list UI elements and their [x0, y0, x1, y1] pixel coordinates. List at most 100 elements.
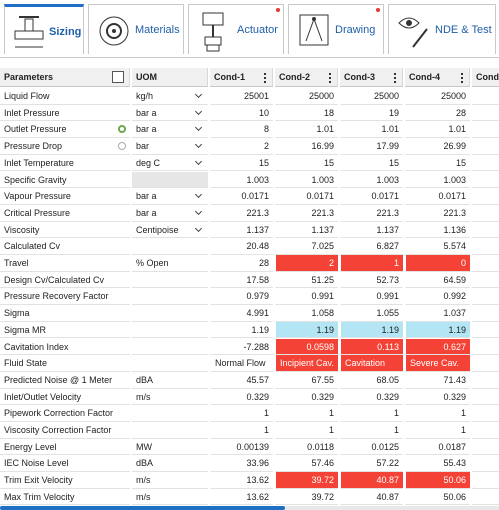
radio[interactable] — [118, 125, 126, 134]
icon — [99, 16, 129, 46]
menu-dot — [461, 73, 463, 75]
value-cell: 26.99 — [405, 138, 470, 155]
icon — [14, 16, 44, 48]
cut-cell — [472, 422, 499, 439]
tab-actuator[interactable]: Actuator — [188, 4, 284, 54]
row-label: Energy Level — [0, 439, 130, 456]
value-cell: 33.96 — [210, 455, 273, 473]
value-cell: 8 — [210, 121, 273, 139]
radio[interactable] — [118, 142, 126, 151]
uom-cell[interactable]: bar — [132, 138, 208, 155]
uom-cell[interactable]: bar a — [132, 104, 208, 122]
row-label: Calculated Cv — [0, 238, 130, 255]
cut-cell — [472, 305, 499, 322]
value-cell: 25000 — [405, 88, 470, 105]
row-label: Vapour Pressure — [0, 188, 130, 205]
tab-sizing[interactable]: Sizing — [4, 4, 84, 54]
cut-cell — [472, 172, 499, 189]
value-cell: 71.43 — [405, 371, 470, 389]
cut-cell — [472, 205, 499, 222]
value-cell: 221.3 — [210, 204, 273, 222]
uom-cell[interactable]: bar a — [132, 188, 208, 205]
value-cell: 1.003 — [340, 171, 403, 189]
uom-cell[interactable]: kg/h — [132, 88, 208, 105]
cut-cell — [472, 355, 499, 372]
icon — [202, 12, 224, 52]
value-cell: 0.0171 — [275, 188, 338, 205]
cut-cell — [472, 88, 499, 105]
value-cell: 1.137 — [275, 221, 338, 239]
value-cell: Cavitation — [340, 355, 403, 372]
value-cell: 2 — [275, 255, 338, 272]
row-label: Trim Exit Velocity — [0, 472, 130, 489]
uom-cell — [132, 355, 208, 372]
uom-cell[interactable]: Centipoise — [132, 221, 208, 239]
value-cell: 7.025 — [275, 238, 338, 255]
cut-cell — [472, 372, 499, 389]
value-cell: 0.329 — [210, 388, 273, 406]
uom-cell: m/s — [132, 472, 208, 489]
expand-icon[interactable] — [112, 71, 124, 83]
value-cell: 1 — [340, 255, 403, 272]
tab-nde-test[interactable]: NDE & Test — [388, 4, 496, 54]
menu-dot — [264, 73, 266, 75]
cut-cell — [472, 339, 499, 356]
row-label: IEC Noise Level — [0, 455, 130, 473]
row-label: Inlet Pressure — [0, 105, 130, 122]
cut-cell — [472, 121, 499, 139]
value-cell: 15 — [275, 154, 338, 172]
value-cell: 1.19 — [340, 321, 403, 339]
value-cell: 0.0187 — [405, 438, 470, 456]
scrollbar-thumb[interactable] — [0, 506, 285, 510]
value-cell: 16.99 — [275, 138, 338, 155]
row-label: Specific Gravity — [0, 172, 130, 189]
cut-cell — [472, 455, 499, 473]
row-label: Pressure Drop — [0, 138, 130, 155]
value-cell: 64.59 — [405, 271, 470, 289]
uom-cell[interactable]: bar a — [132, 121, 208, 139]
value-cell: 1.137 — [340, 221, 403, 239]
uom-cell: m/s — [132, 388, 208, 406]
value-cell: 1 — [405, 422, 470, 439]
uom-cell[interactable]: deg C — [132, 154, 208, 172]
value-cell: 13.62 — [210, 488, 273, 506]
value-cell: 68.05 — [340, 371, 403, 389]
column-header: Cond-1 — [210, 68, 273, 87]
menu-dot — [264, 81, 266, 83]
uom-cell — [132, 321, 208, 339]
tab-drawing[interactable]: Drawing — [288, 4, 384, 54]
value-cell: 50.06 — [405, 488, 470, 506]
cut-cell — [472, 272, 499, 289]
column-header: Cond-4 — [405, 68, 470, 87]
cut-cell — [472, 238, 499, 255]
value-cell: 15 — [210, 154, 273, 172]
menu-dot — [461, 77, 463, 79]
value-cell: 57.22 — [340, 455, 403, 473]
row-label: Predicted Noise @ 1 Meter — [0, 372, 130, 389]
value-cell: 1.037 — [405, 305, 470, 322]
menu-dot — [394, 77, 396, 79]
value-cell: 1 — [210, 422, 273, 439]
value-cell: 45.57 — [210, 371, 273, 389]
cut-cell — [472, 322, 499, 339]
row-label: Sigma MR — [0, 322, 130, 339]
value-cell: 0.979 — [210, 288, 273, 306]
value-cell: 0.329 — [275, 388, 338, 406]
value-cell: 0.329 — [340, 388, 403, 406]
value-cell: 5.574 — [405, 238, 470, 255]
value-cell: Normal Flow — [210, 355, 273, 372]
row-label: Travel — [0, 255, 130, 272]
uom-cell[interactable]: bar a — [132, 204, 208, 222]
value-cell: 0.0171 — [405, 188, 470, 205]
value-cell: 0.0171 — [340, 188, 403, 205]
value-cell: 1.136 — [405, 221, 470, 239]
row-label: Fluid State — [0, 355, 130, 372]
value-cell: 25001 — [210, 88, 273, 105]
tab-materials[interactable]: Materials — [88, 4, 184, 54]
value-cell: -7.288 — [210, 338, 273, 356]
icon — [398, 17, 428, 48]
value-cell: 19 — [340, 104, 403, 122]
cut-cell — [472, 105, 499, 122]
value-cell: 0.0598 — [275, 338, 338, 356]
value-cell: 0.991 — [275, 288, 338, 306]
